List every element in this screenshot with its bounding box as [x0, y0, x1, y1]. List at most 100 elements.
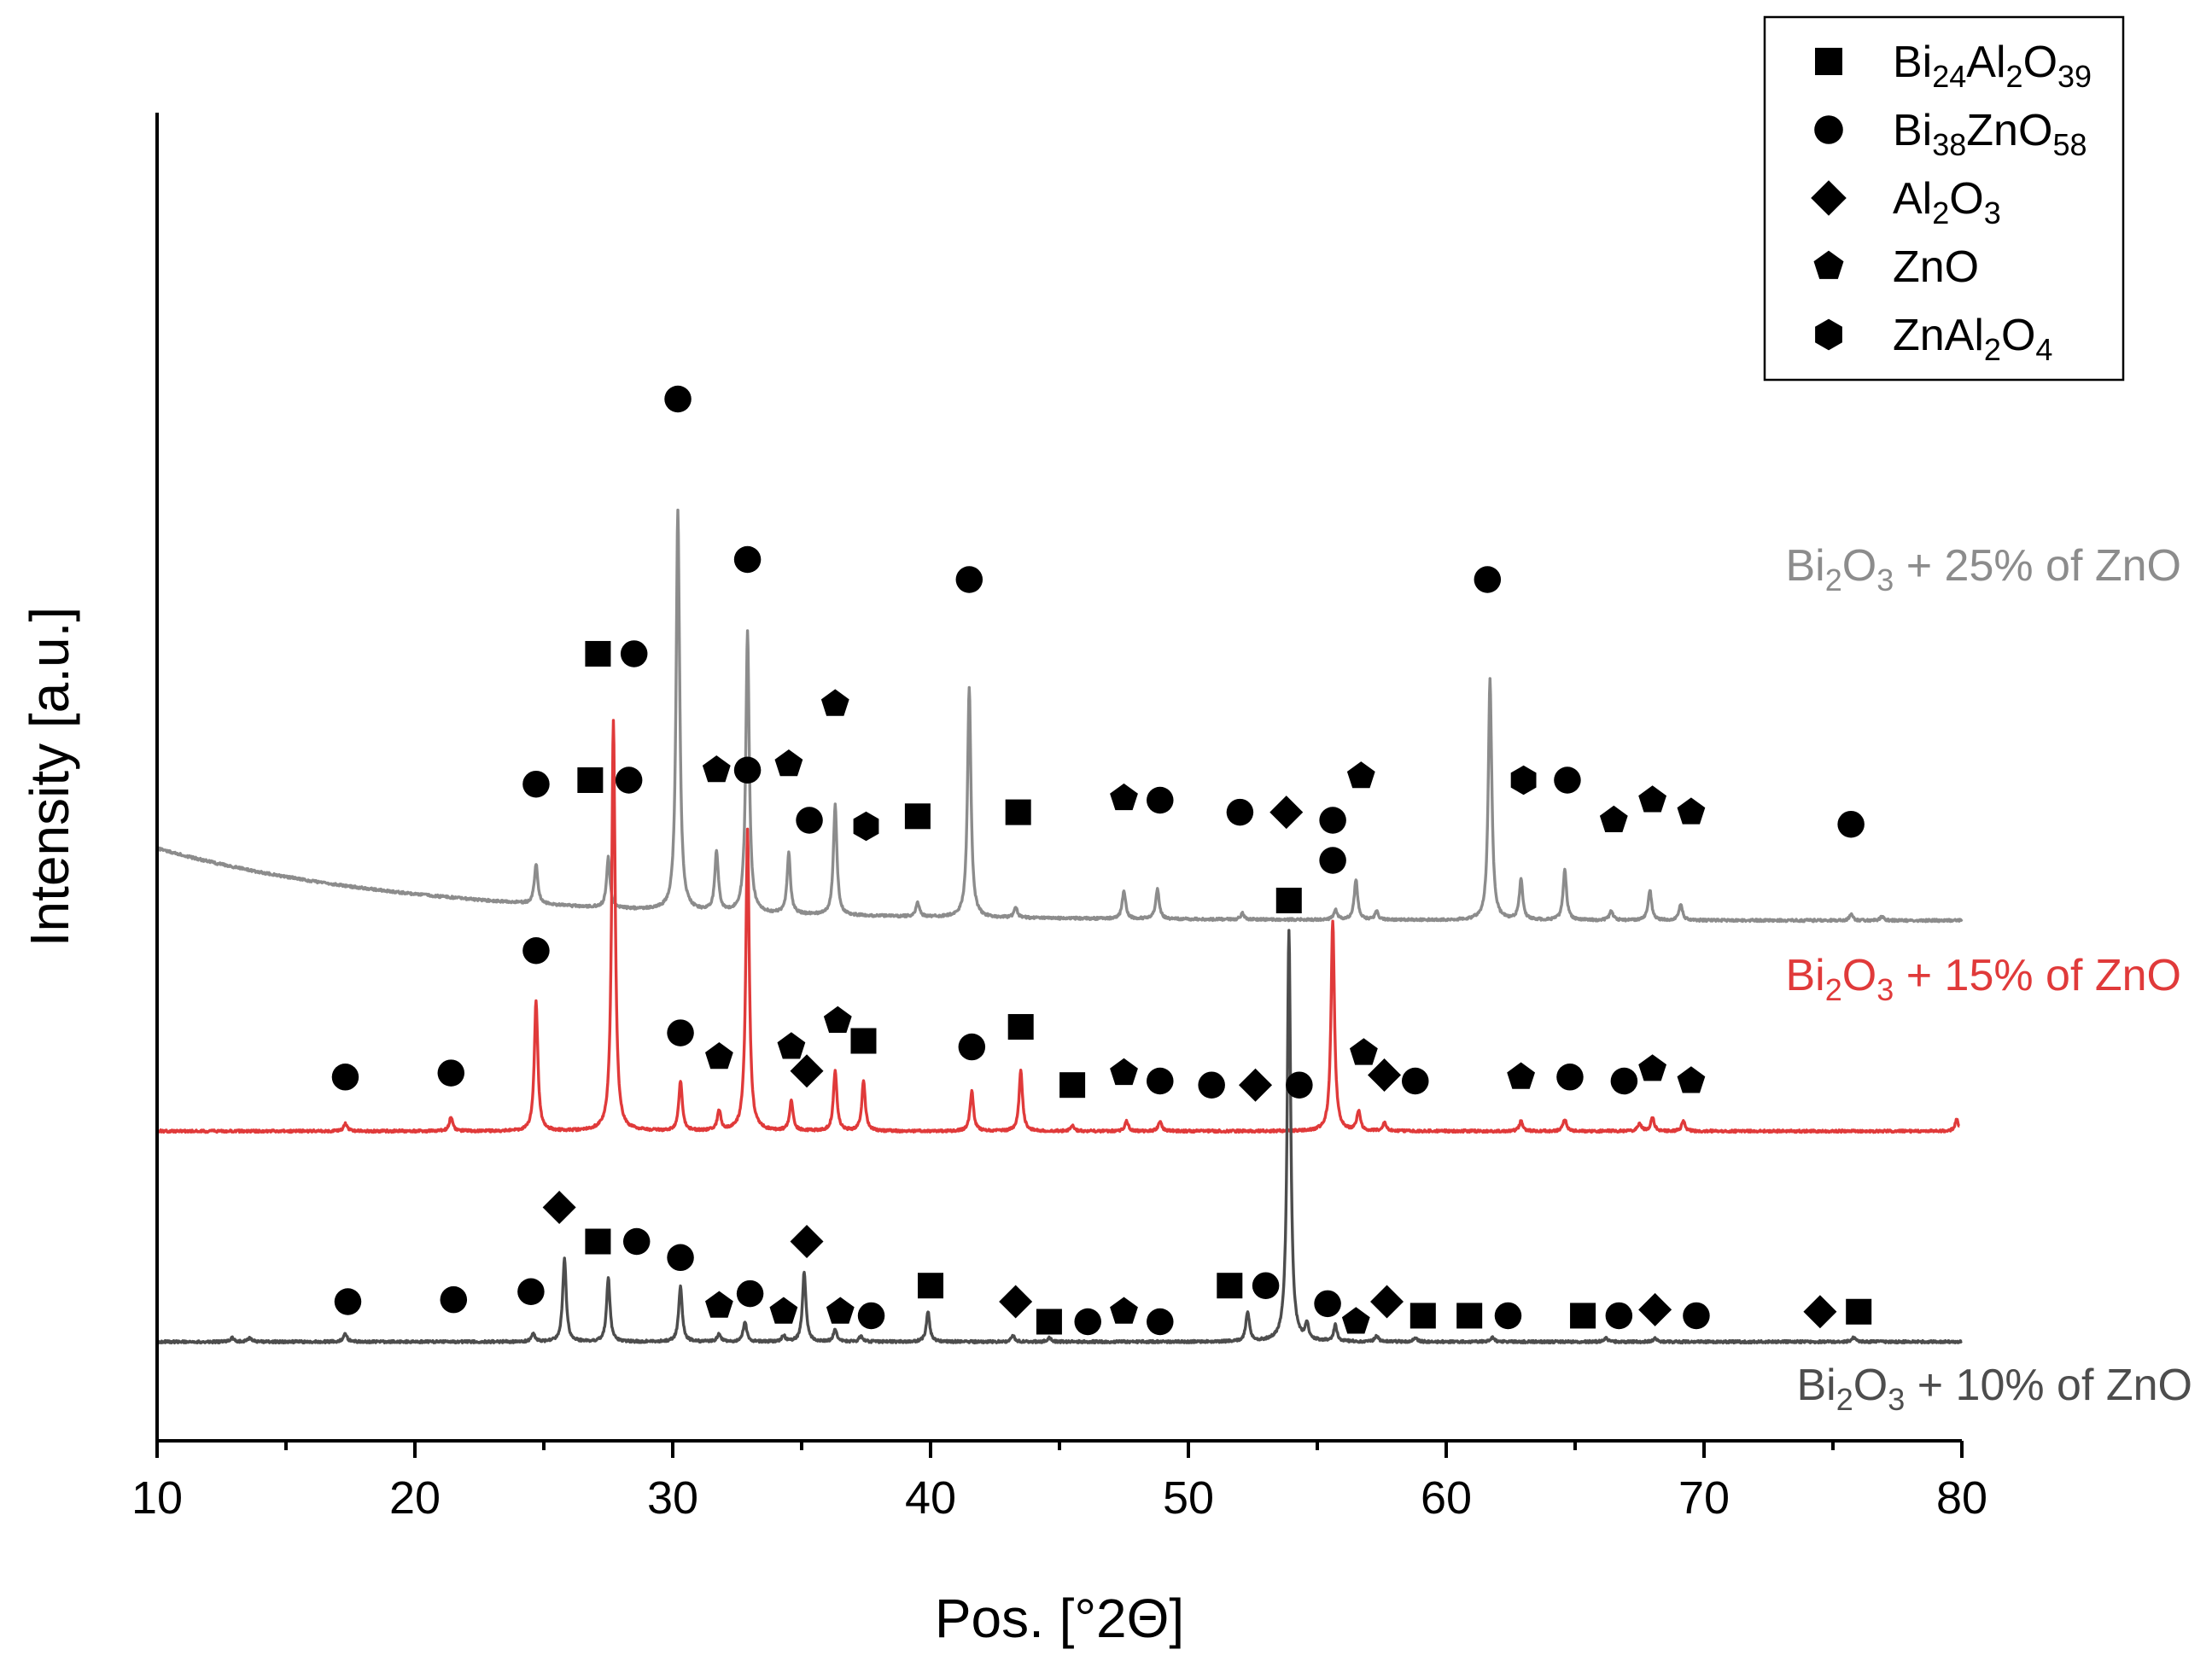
phase-marker-pentagon	[823, 1005, 852, 1033]
phase-marker-circle	[1402, 1067, 1429, 1095]
phase-marker-circle	[736, 1279, 764, 1308]
phase-marker-square	[577, 767, 604, 793]
phase-marker-pentagon	[702, 755, 731, 783]
phase-marker-circle	[667, 1019, 694, 1046]
phase-marker-circle	[733, 756, 762, 784]
phase-marker-circle	[1147, 1067, 1174, 1095]
phase-marker-circle	[1147, 1308, 1174, 1336]
x-tick-label: 60	[1421, 1472, 1472, 1524]
phase-marker-circle	[437, 1059, 465, 1087]
phase-marker-pentagon	[1677, 797, 1706, 825]
phase-marker-circle	[1147, 786, 1174, 814]
phase-marker-square	[585, 640, 611, 667]
phase-marker-circle	[1286, 1071, 1313, 1099]
phase-marker-diamond	[1638, 1292, 1672, 1326]
x-tick-label: 20	[389, 1472, 441, 1524]
phase-marker-circle	[733, 545, 762, 574]
series-line-3	[155, 929, 1964, 1345]
phase-marker-circle	[1314, 1290, 1341, 1318]
phase-marker-square	[850, 1028, 877, 1054]
phase-marker-circle	[1474, 566, 1502, 593]
phase-marker-diamond	[1370, 1285, 1404, 1319]
phase-marker-circle	[331, 1064, 359, 1091]
phase-marker-circle	[857, 1302, 885, 1330]
x-tick-label: 70	[1678, 1472, 1730, 1524]
phase-marker-pentagon	[826, 1297, 855, 1324]
series-label-2: Bi2​O3​ + 15% of ZnO	[1786, 951, 2182, 1007]
phase-marker-pentagon	[705, 1291, 733, 1318]
phase-marker-pentagon	[1599, 805, 1628, 832]
phase-marker-circle	[334, 1288, 362, 1315]
phase-marker-square	[1217, 1273, 1243, 1299]
series-line-2	[155, 719, 1961, 1134]
phase-marker-circle	[1319, 807, 1346, 834]
phase-marker-circle	[1556, 1064, 1584, 1091]
phase-marker-square	[585, 1228, 611, 1255]
phase-marker-circle	[1226, 798, 1254, 826]
phase-marker-diamond	[790, 1054, 824, 1088]
phase-marker-square	[1005, 799, 1031, 825]
phase-marker-square	[1846, 1298, 1872, 1325]
phase-marker-circle	[522, 937, 550, 965]
x-tick-label: 50	[1163, 1472, 1214, 1524]
phase-marker-pentagon	[1638, 785, 1666, 813]
legend-diamond-icon	[1811, 180, 1847, 216]
phase-marker-circle	[620, 640, 648, 667]
x-tick-label: 10	[131, 1472, 183, 1524]
legend-square-icon	[1815, 48, 1842, 75]
phase-marker-square	[1409, 1303, 1436, 1329]
phase-marker-circle	[1554, 766, 1581, 794]
phase-marker-pentagon	[1110, 1058, 1138, 1086]
y-axis-title: Intensity [a.u.]	[19, 607, 80, 947]
series-label-3: Bi2​O3​ + 10% of ZnO	[1797, 1361, 2193, 1417]
phase-marker-hexagon	[1510, 765, 1537, 796]
phase-marker-pentagon	[769, 1297, 798, 1324]
legend: Bi24​Al2​O39​ Bi38​ZnO58​ Al2​O3​ ZnO ZnAl2​…	[1763, 15, 2125, 382]
phase-marker-square	[918, 1273, 943, 1299]
phase-marker-square	[1570, 1303, 1596, 1329]
phase-marker-circle	[1494, 1302, 1522, 1330]
phase-marker-circle	[517, 1278, 545, 1305]
phase-marker-diamond	[999, 1285, 1033, 1319]
legend-hexagon-icon	[1815, 318, 1842, 351]
x-tick-label: 40	[905, 1472, 956, 1524]
legend-label-hexagon: ZnAl2​O4​	[1893, 311, 2052, 367]
label-layer: Bi2​O3​ + 25% of ZnO Bi2​O3​ + 15% of ZnO…	[1786, 541, 2193, 1417]
phase-marker-pentagon	[774, 749, 803, 777]
phase-marker-circle	[1252, 1272, 1280, 1299]
phase-marker-pentagon	[1638, 1054, 1666, 1081]
phase-marker-diamond	[1239, 1068, 1273, 1102]
phase-marker-diamond	[1269, 796, 1304, 830]
phase-marker-circle	[1198, 1071, 1225, 1099]
phase-marker-square	[1007, 1014, 1034, 1040]
marker-layer	[331, 385, 1872, 1336]
phase-marker-pentagon	[1350, 1038, 1378, 1065]
phase-marker-diamond	[542, 1191, 576, 1225]
phase-marker-circle	[1605, 1302, 1633, 1330]
phase-marker-circle	[522, 770, 550, 798]
phase-marker-square	[1036, 1309, 1062, 1335]
x-tick-label: 30	[647, 1472, 698, 1524]
phase-marker-diamond	[1803, 1295, 1837, 1329]
phase-marker-circle	[622, 1227, 651, 1256]
axes-layer: 10 20 30 40 50 60 70 80 Pos. [°2Θ] Intensity [a.u…	[19, 113, 1987, 1649]
phase-marker-circle	[440, 1285, 468, 1314]
legend-label-circle: Bi38​ZnO58​	[1893, 106, 2087, 162]
phase-marker-square	[1059, 1072, 1086, 1099]
phase-marker-diamond	[790, 1225, 824, 1258]
phase-marker-pentagon	[777, 1032, 806, 1059]
phase-marker-square	[1456, 1303, 1483, 1329]
legend-label-diamond: Al2​O3​	[1893, 174, 2001, 230]
series-line-1	[155, 508, 1964, 924]
phase-marker-circle	[615, 766, 643, 794]
legend-label-square: Bi24​Al2​O39​	[1893, 38, 2092, 94]
legend-label-pentagon: ZnO	[1893, 242, 1979, 292]
phase-marker-pentagon	[705, 1042, 733, 1070]
series-layer	[155, 508, 1964, 1345]
phase-marker-circle	[1319, 847, 1346, 874]
phase-marker-pentagon	[820, 689, 849, 716]
legend-pentagon-icon	[1813, 250, 1844, 279]
phase-marker-pentagon	[1110, 783, 1138, 811]
phase-marker-pentagon	[1677, 1066, 1706, 1093]
phase-marker-circle	[1837, 810, 1865, 838]
